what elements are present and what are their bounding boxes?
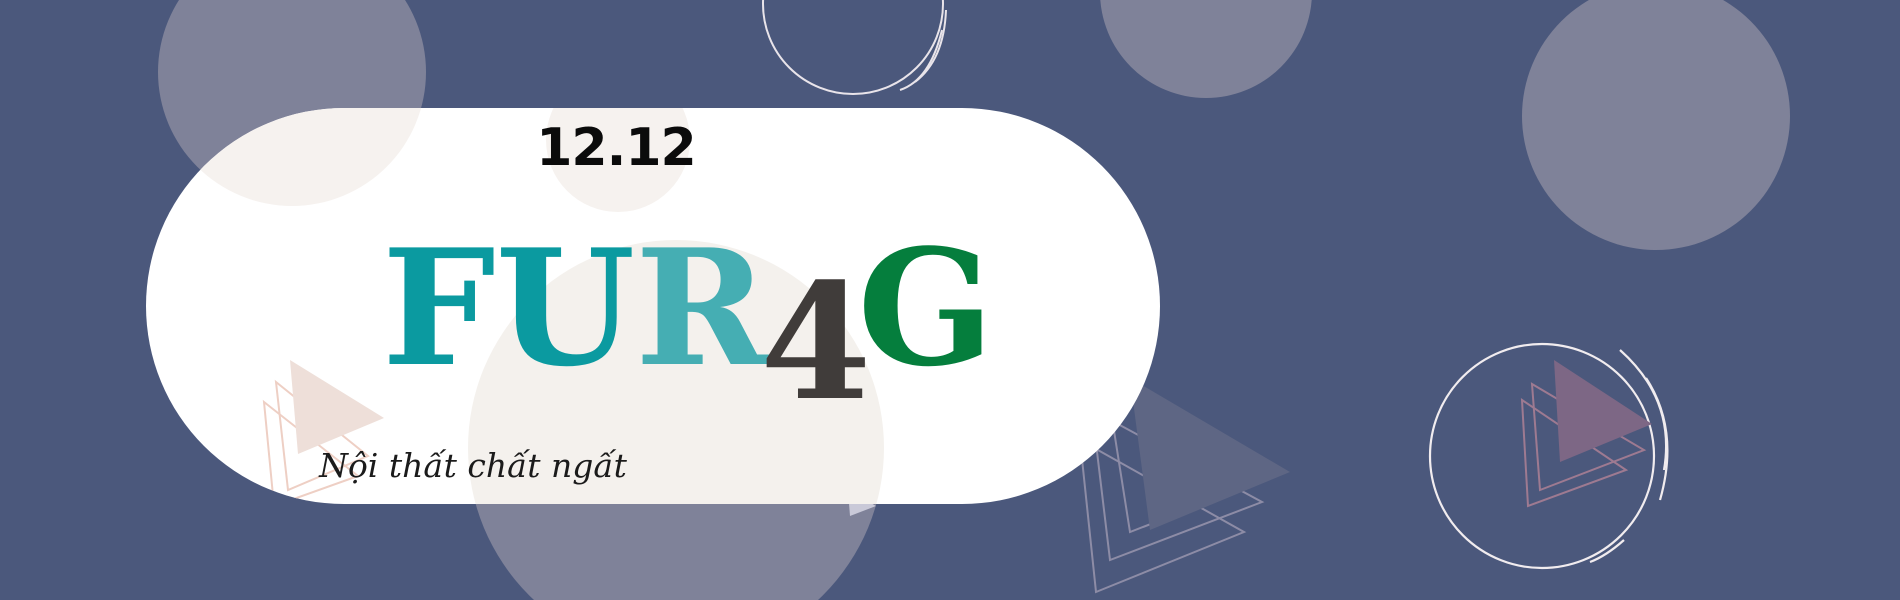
brand-logo: FUR4G	[382, 214, 995, 422]
banner-card: 12.12 FUR4G Nội thất chất ngất	[146, 108, 1160, 504]
brand-letter-g: G	[857, 214, 995, 402]
ring-outline-top	[762, 0, 947, 95]
card-play-triangle	[290, 360, 384, 454]
brand-letter-r: R	[635, 214, 769, 402]
ring-outline-right	[1428, 342, 1669, 570]
event-date: 12.12	[536, 118, 696, 178]
bubble-top-right	[1522, 0, 1790, 250]
brand-letters-fu: FU	[382, 214, 636, 402]
card-bubble-center	[468, 240, 884, 504]
play-triangle-right	[1554, 360, 1652, 462]
bubble-top-center	[1100, 0, 1312, 98]
play-triangle-center	[1130, 378, 1290, 530]
brand-digit-4: 4	[760, 248, 872, 436]
tagline: Nội thất chất ngất	[319, 446, 627, 485]
card-bubble-left	[162, 108, 422, 206]
card-decorations	[162, 108, 884, 504]
card-bubble-small	[546, 108, 690, 212]
